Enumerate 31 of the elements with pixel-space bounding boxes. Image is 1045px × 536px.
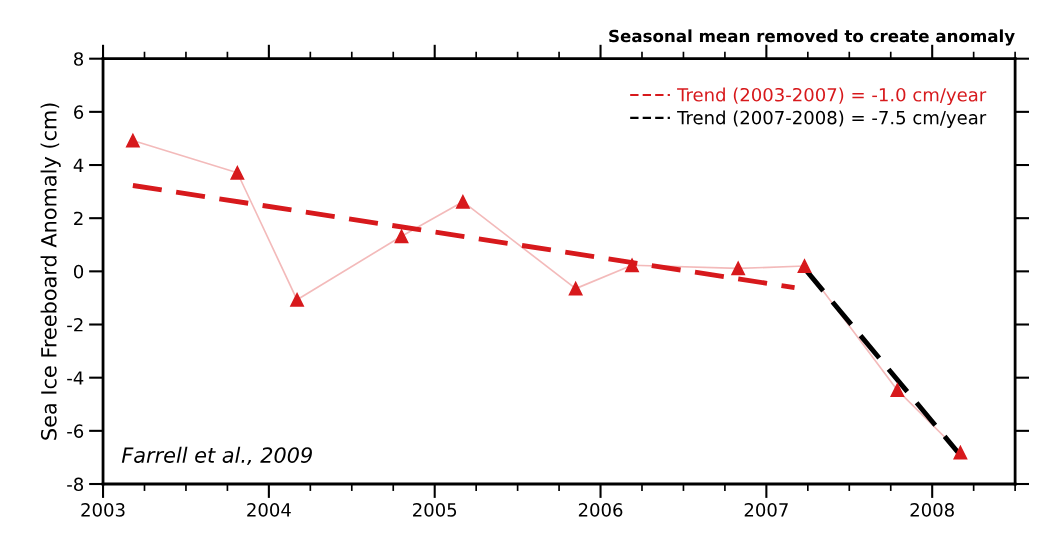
point	[797, 259, 812, 273]
y-tick-label: 0	[73, 264, 84, 279]
y-tick-label: -8	[67, 477, 84, 492]
legend-label: Trend (2003-2007) = -1.0 cm/year	[677, 87, 987, 106]
y-tick-label: 6	[74, 105, 84, 119]
point	[731, 261, 746, 276]
y-tick-label: 2	[74, 211, 83, 226]
point	[568, 281, 583, 296]
point	[290, 292, 305, 307]
point	[455, 194, 470, 209]
x-tick-label: 2005	[413, 503, 457, 517]
point	[953, 445, 968, 460]
point	[230, 165, 245, 180]
y-tick-label: -4	[67, 371, 84, 385]
point	[394, 229, 409, 244]
annotation: Farrell et al., 2009	[121, 446, 312, 466]
y-tick-label: 4	[73, 158, 84, 172]
x-tick-label: 2003	[81, 503, 125, 517]
y-tick-label: -6	[67, 424, 84, 438]
y-tick-label: -2	[67, 317, 83, 332]
x-tick-label: 2008	[910, 503, 954, 517]
y-tick-label: 8	[74, 52, 84, 66]
chart-title: Seasonal mean removed to create anomaly	[609, 29, 1015, 46]
point	[125, 133, 140, 148]
x-tick-label: 2004	[247, 503, 291, 517]
x-tick-label: 2006	[578, 503, 623, 517]
point	[625, 258, 639, 273]
x-tick-label: 2007	[744, 503, 788, 517]
point	[890, 383, 905, 398]
y-axis-title: Sea Ice Freeboard Anomaly (cm)	[40, 103, 61, 440]
legend-label: Trend (2007-2008) = -7.5 cm/year	[677, 110, 987, 128]
